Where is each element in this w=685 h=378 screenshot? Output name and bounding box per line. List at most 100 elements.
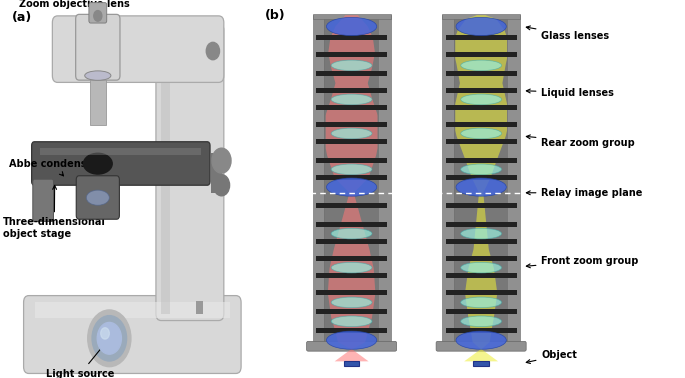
Bar: [316, 122, 387, 127]
Bar: [316, 328, 387, 333]
Ellipse shape: [456, 17, 506, 36]
Circle shape: [92, 316, 127, 361]
Ellipse shape: [86, 190, 110, 205]
Circle shape: [88, 310, 131, 367]
Ellipse shape: [461, 94, 501, 105]
Ellipse shape: [461, 164, 501, 175]
FancyBboxPatch shape: [436, 341, 526, 351]
Bar: [473, 361, 489, 366]
Bar: [316, 71, 387, 76]
Bar: [212, 153, 223, 193]
Bar: [446, 88, 516, 93]
Bar: [316, 175, 387, 180]
Ellipse shape: [461, 128, 501, 139]
FancyBboxPatch shape: [75, 14, 120, 80]
Bar: [312, 15, 325, 350]
Bar: [446, 71, 516, 76]
Bar: [446, 52, 516, 57]
Bar: [312, 14, 390, 19]
Ellipse shape: [327, 17, 377, 36]
Text: Zoom objective lens: Zoom objective lens: [19, 0, 130, 13]
Bar: [40, 148, 201, 155]
Circle shape: [206, 42, 219, 60]
Bar: [446, 203, 516, 208]
Ellipse shape: [461, 60, 501, 71]
Polygon shape: [456, 15, 507, 350]
Circle shape: [94, 11, 102, 21]
Bar: [446, 158, 516, 163]
Bar: [196, 301, 203, 314]
Bar: [446, 35, 516, 40]
Ellipse shape: [332, 164, 372, 175]
Ellipse shape: [327, 331, 377, 349]
Text: Liquid lenses: Liquid lenses: [526, 88, 614, 98]
Bar: [316, 203, 387, 208]
FancyBboxPatch shape: [307, 341, 397, 351]
Ellipse shape: [461, 297, 501, 308]
Ellipse shape: [456, 331, 506, 349]
FancyBboxPatch shape: [156, 23, 224, 321]
Ellipse shape: [327, 178, 377, 196]
FancyBboxPatch shape: [76, 176, 119, 219]
Bar: [446, 256, 516, 261]
Bar: [316, 52, 387, 57]
Ellipse shape: [461, 228, 501, 239]
Bar: [316, 222, 387, 227]
Bar: [508, 15, 520, 350]
Bar: [316, 256, 387, 261]
Bar: [316, 239, 387, 244]
Text: (a): (a): [12, 11, 32, 24]
Ellipse shape: [85, 71, 111, 81]
Bar: [316, 273, 387, 278]
Ellipse shape: [332, 128, 372, 139]
Circle shape: [212, 148, 231, 173]
Bar: [446, 105, 516, 110]
Ellipse shape: [332, 60, 372, 71]
Text: Abbe condenser: Abbe condenser: [9, 160, 98, 176]
Bar: [442, 15, 454, 350]
Bar: [316, 158, 387, 163]
Bar: [325, 15, 379, 350]
Bar: [446, 222, 516, 227]
FancyBboxPatch shape: [23, 296, 241, 373]
FancyBboxPatch shape: [89, 3, 107, 23]
Polygon shape: [325, 15, 377, 350]
Polygon shape: [334, 349, 369, 361]
Text: Object: Object: [526, 350, 577, 364]
Bar: [446, 273, 516, 278]
Bar: [446, 122, 516, 127]
Text: Glass lenses: Glass lenses: [526, 26, 610, 41]
Ellipse shape: [461, 316, 501, 327]
Bar: [446, 290, 516, 295]
Bar: [344, 361, 359, 366]
Bar: [316, 88, 387, 93]
Text: Light source: Light source: [47, 341, 115, 378]
Text: Rear zoom group: Rear zoom group: [526, 135, 635, 147]
Bar: [316, 35, 387, 40]
Bar: [316, 309, 387, 314]
Circle shape: [101, 328, 110, 339]
Text: Front zoom group: Front zoom group: [526, 256, 639, 268]
FancyBboxPatch shape: [52, 16, 224, 82]
Ellipse shape: [456, 178, 506, 196]
Bar: [316, 290, 387, 295]
Polygon shape: [464, 349, 498, 361]
Circle shape: [97, 322, 121, 354]
Ellipse shape: [84, 153, 112, 174]
Circle shape: [214, 175, 229, 196]
Bar: [446, 175, 516, 180]
Text: Relay image plane: Relay image plane: [526, 188, 643, 198]
Bar: [34, 302, 230, 318]
Bar: [454, 15, 508, 350]
Ellipse shape: [332, 316, 372, 327]
Bar: [446, 309, 516, 314]
Bar: [316, 139, 387, 144]
Ellipse shape: [332, 94, 372, 105]
Bar: [446, 139, 516, 144]
Text: (b): (b): [264, 9, 285, 22]
Bar: [379, 15, 390, 350]
FancyBboxPatch shape: [32, 142, 210, 185]
Bar: [161, 30, 170, 314]
Text: Three-dimensional
object stage: Three-dimensional object stage: [3, 186, 105, 239]
Ellipse shape: [332, 297, 372, 308]
